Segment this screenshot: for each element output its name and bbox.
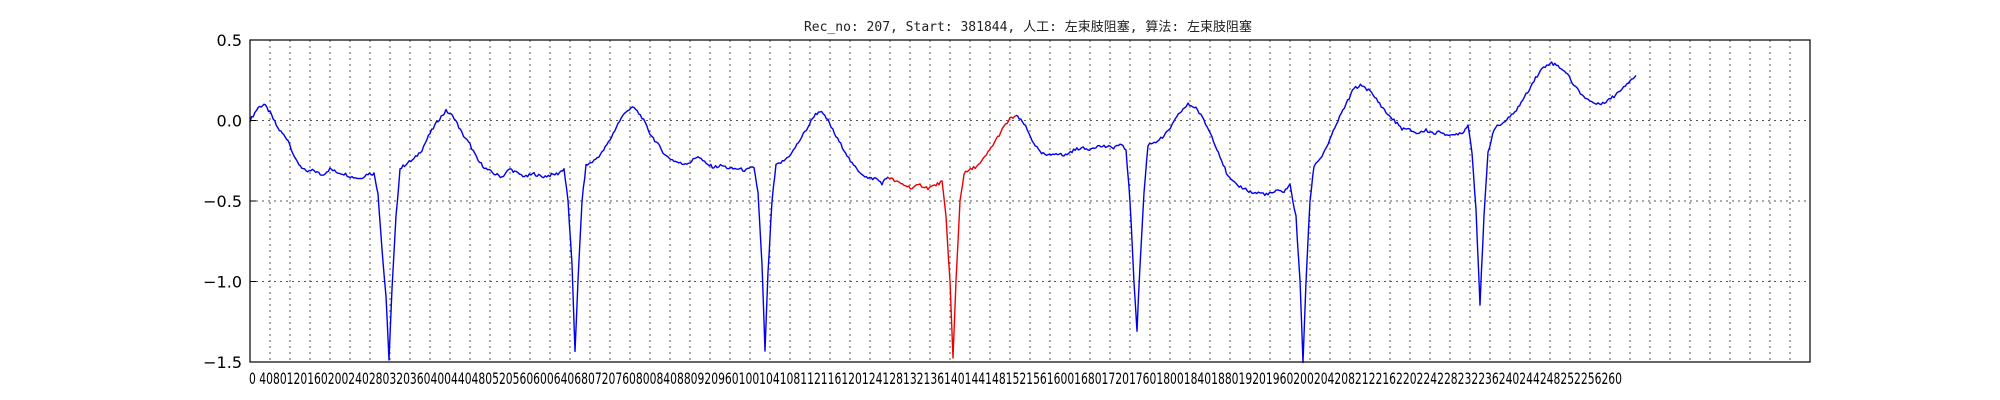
chart-title: Rec_no: 207, Start: 381844, 人工: 左束肢阻塞, 算… bbox=[804, 19, 1252, 35]
x-axis-tick-labels: 0 40801201602002402803203604004404805205… bbox=[249, 369, 1622, 388]
highlighted-segment bbox=[887, 115, 1017, 359]
signal-series bbox=[249, 61, 1637, 364]
y-axis-ticks: 0.5 0.0 −0.5 −1.0 −1.5 bbox=[203, 31, 256, 372]
signal-segment-0 bbox=[249, 103, 889, 361]
y-tick-label-1: 0.0 bbox=[217, 112, 242, 131]
y-tick-label-4: −1.5 bbox=[203, 353, 242, 372]
signal-segment-2 bbox=[1015, 61, 1637, 364]
y-tick-label-2: −0.5 bbox=[203, 192, 242, 211]
y-tick-label-3: −1.0 bbox=[203, 273, 242, 292]
grid-lines bbox=[249, 39, 1810, 363]
y-tick-label-0: 0.5 bbox=[217, 31, 242, 50]
